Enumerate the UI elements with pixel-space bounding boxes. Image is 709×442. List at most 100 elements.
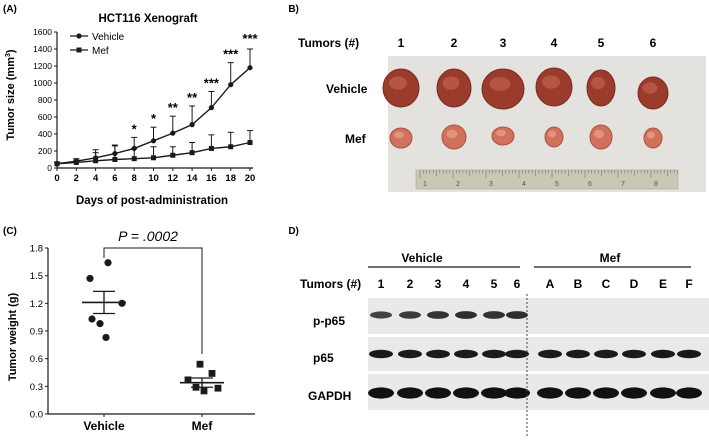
point-mef [192,383,200,391]
tumor-highlight [446,129,458,139]
lane-label: A [546,277,555,291]
band-p65 [482,349,506,359]
column-label: 5 [598,36,605,50]
point-vehicle [102,333,110,342]
band-gapdh [593,387,619,399]
ruler-mark: 8 [654,181,658,188]
row-label-mef: Mef [345,132,367,146]
x-tick-label: 12 [168,173,179,184]
tumor-highlight [496,129,506,137]
point-mef [189,150,195,156]
tumor-mef [491,126,515,146]
lane-label: 4 [463,277,470,291]
significance-mark: *** [242,31,258,46]
significance-mark: ** [187,90,198,105]
point-mef [214,384,222,392]
y-tick-label: 800 [38,95,52,105]
lane-label: 1 [378,277,385,291]
x-tick-label: 18 [225,173,236,184]
point-vehicle [104,259,112,267]
panel-b: (B) Tumors (#) Vehicle Mef 1 2 3 4 5 6 1 2 3 4 5 6… [285,0,709,210]
significance-mark: * [132,121,138,136]
x-axis-label: Days of post-administration [76,195,228,207]
band-p65 [538,349,562,359]
band-p-p65 [370,311,392,319]
tumor-photo-figure: (B) Tumors (#) Vehicle Mef 1 2 3 4 5 6 1 2 3 4 5 6… [285,4,706,192]
band-gapdh [481,387,507,399]
y-axis-label: Tumor size (mm3) [5,49,17,140]
y-tick-label: 200 [38,146,52,156]
point-vehicle [170,130,176,136]
band-p65 [426,349,450,359]
point-vehicle [88,315,96,323]
chart-title: HCT116 Xenograft [98,13,197,25]
point-mef [184,376,192,384]
x-tick-label: 4 [93,173,99,184]
column-label: 1 [398,36,405,50]
point-mef [112,157,118,162]
point-vehicle [118,299,126,307]
legend-marker-mef [76,47,82,53]
y-axis-label: Tumor weight (g) [7,292,19,381]
x-tick-label: 20 [245,173,256,184]
x-tick-label: 16 [206,173,217,184]
point-vehicle [208,105,214,111]
x-tick-label: 14 [187,173,198,184]
ruler-mark: 4 [522,181,526,188]
band-gapdh [537,387,563,399]
significance-mark: ** [168,100,179,115]
x-tick-label: Mef [192,419,214,433]
band-gapdh [504,387,530,399]
tumor-highlight [642,82,658,94]
point-vehicle [247,65,253,71]
x-tick-label: 0 [54,173,59,184]
column-label: 2 [451,36,458,50]
tumor-highlight [394,131,404,139]
y-tick-label: 400 [38,129,52,139]
ruler-mark: 6 [588,181,592,188]
ruler-mark: 1 [423,181,427,188]
point-mef [200,387,208,395]
tumor-highlight [591,76,605,90]
y-tick-label: 0.0 [30,410,43,421]
y-tick-label: 1600 [33,27,52,37]
significance-mark: *** [204,76,220,91]
y-tick-label: 1400 [33,44,52,54]
tumors-header: Tumors (#) [300,277,361,291]
tumors-header: Tumors (#) [298,36,359,50]
panel-b-label: (B) [288,4,299,15]
band-gapdh [397,387,423,399]
lane-label: D [630,277,639,291]
band-p65 [454,349,478,359]
band-p-p65 [455,311,477,319]
row-label-vehicle: Vehicle [326,82,368,96]
y-tick-label: 1000 [33,78,52,88]
point-mef [170,152,176,158]
ruler-mark: 7 [621,181,625,188]
blot-label-p-p65: p-p65 [313,314,345,328]
band-gapdh [621,387,647,399]
point-mef [247,140,253,145]
point-vehicle [86,274,94,283]
y-tick-label: 1.5 [30,271,43,282]
lane-label: E [659,277,667,291]
blot-label-gapdh: GAPDH [308,389,351,403]
significance-mark: * [151,111,157,126]
band-p65 [677,349,701,359]
ruler-mark: 3 [489,181,493,188]
lane-label: 6 [514,277,521,291]
tumor-highlight [594,129,604,139]
y-tick-label: 1200 [33,61,52,71]
column-label: 6 [650,36,657,50]
band-p65 [594,349,618,359]
lane-label: 3 [435,277,442,291]
lane-label: 2 [407,277,414,291]
point-mef [196,360,204,368]
band-p65 [566,349,590,359]
tumor-highlight [547,130,557,138]
y-tick-label: 600 [38,112,52,122]
point-vehicle [96,320,104,328]
band-p-p65 [506,311,528,319]
ruler-mark: 2 [456,181,460,188]
band-p65 [369,349,393,359]
